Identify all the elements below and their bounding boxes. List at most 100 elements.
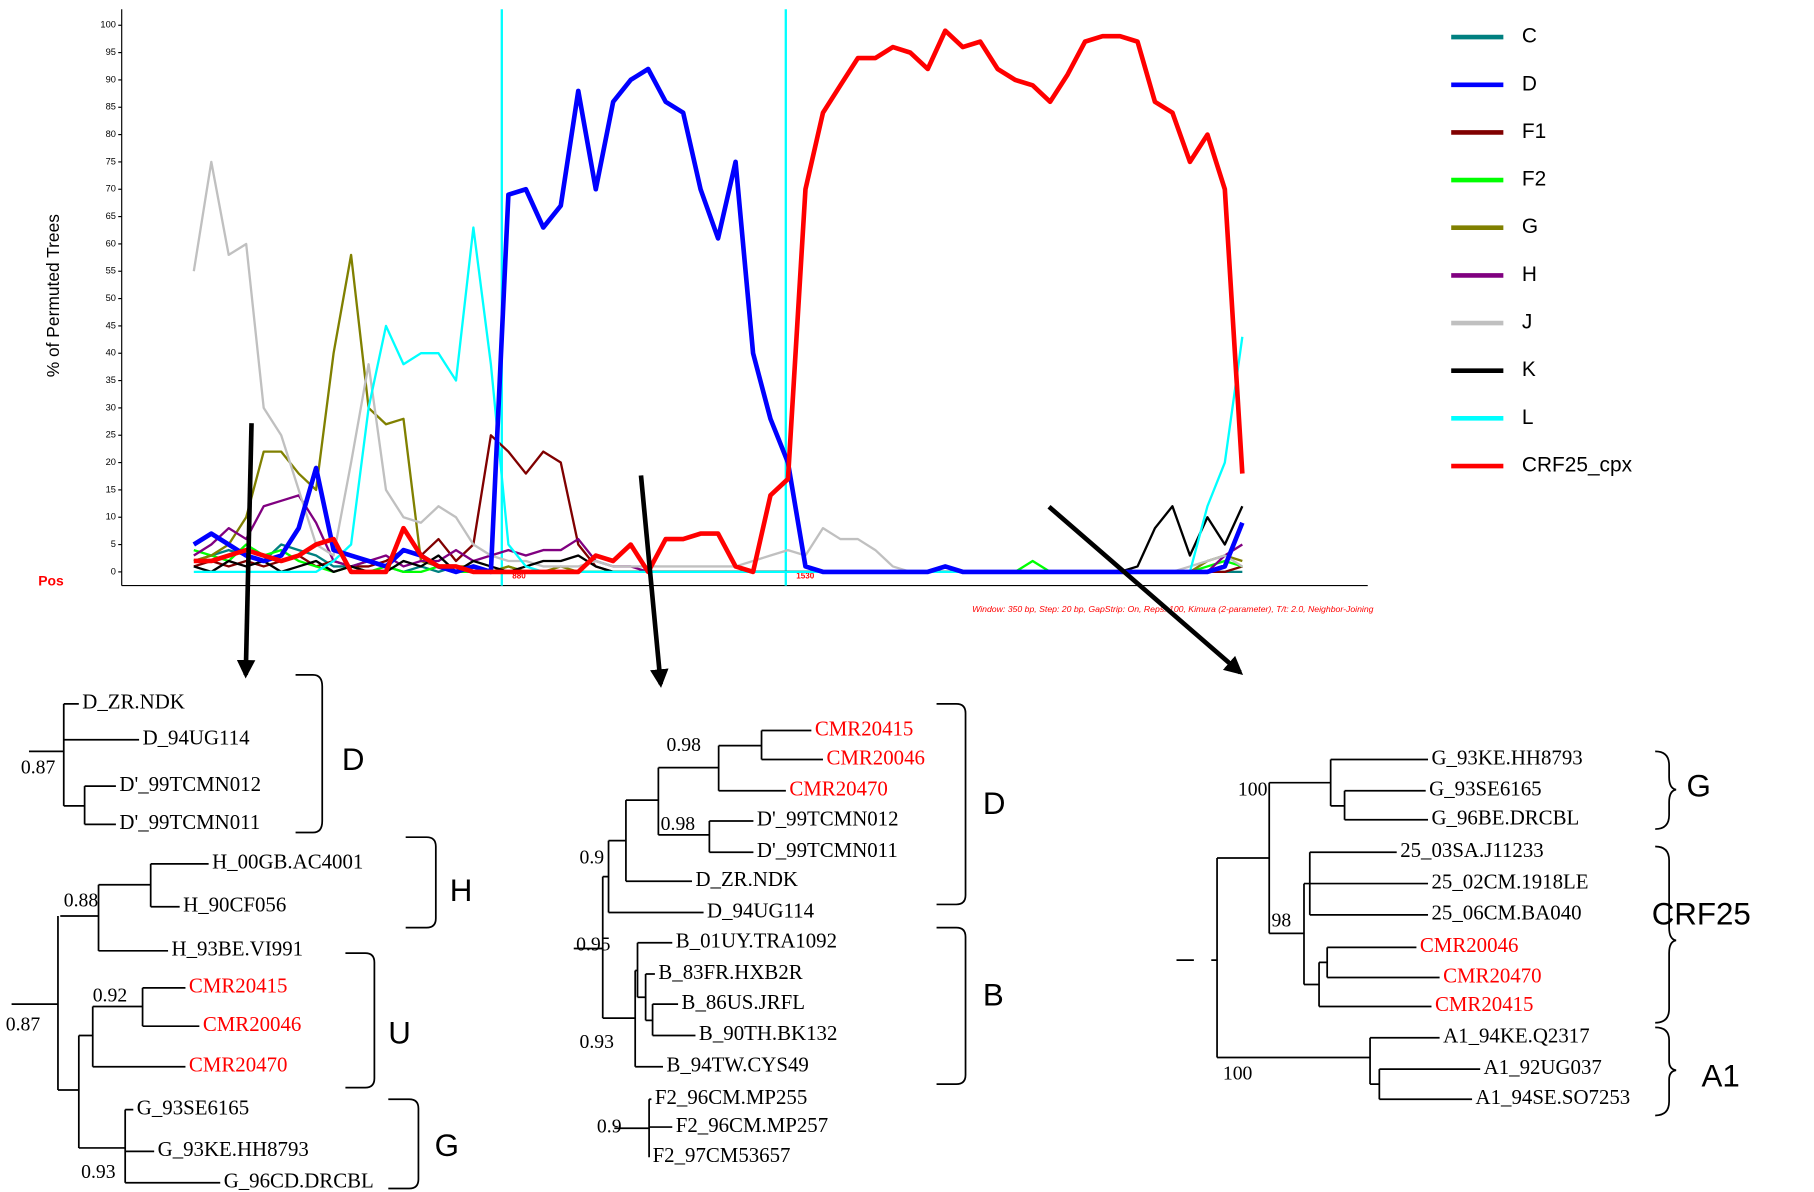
leaf-label: CMR20470 bbox=[189, 1053, 288, 1077]
tree-branches bbox=[1176, 758, 1481, 1101]
y-tick-label: 5 bbox=[111, 539, 116, 549]
clade-bracket bbox=[936, 702, 967, 906]
leaf-label: CMR20046 bbox=[203, 1012, 302, 1036]
y-tick-label: 15 bbox=[106, 484, 116, 494]
leaf-label: D'_99TCMN011 bbox=[119, 810, 260, 834]
leaf-label: D_94UG114 bbox=[707, 898, 815, 922]
y-tick-label: 40 bbox=[106, 348, 116, 358]
y-tick-label: 35 bbox=[106, 375, 116, 385]
y-tick-label: 65 bbox=[106, 211, 116, 221]
leaf-label: D_ZR.NDK bbox=[695, 867, 798, 891]
leaf-label: B_90TH.BK132 bbox=[699, 1021, 837, 1045]
y-tick-label: 0 bbox=[111, 566, 116, 576]
y-tick-label: 70 bbox=[106, 184, 116, 194]
arrow bbox=[638, 475, 669, 688]
arrow bbox=[1047, 504, 1244, 675]
leaf-label: D'_99TCMN012 bbox=[119, 772, 261, 796]
clade-bracket bbox=[1655, 1026, 1677, 1117]
tree: CMR20415 CMR20046 CMR20470 D'_99TCMN012 D'_9… bbox=[573, 702, 1006, 1167]
support-value: 0.98 bbox=[661, 813, 696, 835]
clade-bracket bbox=[1655, 750, 1677, 830]
series-line bbox=[193, 434, 1243, 574]
leaf-label: A1_94KE.Q2317 bbox=[1443, 1024, 1590, 1048]
y-tick-label: 45 bbox=[106, 320, 116, 330]
leaf-label: G_93SE6165 bbox=[137, 1095, 249, 1119]
legend-label: F1 bbox=[1522, 120, 1546, 143]
series-line bbox=[192, 66, 1245, 575]
legend-label: J bbox=[1522, 311, 1532, 334]
y-tick-label: 30 bbox=[106, 402, 116, 412]
support-value: 0.9 bbox=[580, 847, 605, 869]
arrows bbox=[236, 423, 1244, 688]
leaf-label: D'_99TCMN012 bbox=[757, 807, 899, 831]
support-value: 0.95 bbox=[576, 934, 611, 956]
leaf-label: 25_06CM.BA040 bbox=[1431, 901, 1581, 925]
breakpoint-label: 880 bbox=[512, 571, 526, 580]
bootscan-chart: % of Permuted Trees Pos Window: 350 bp, … bbox=[38, 9, 1633, 614]
leaf-label: H_93BE.VI991 bbox=[172, 937, 304, 961]
clade-bracket bbox=[295, 673, 324, 834]
footnote: Window: 350 bp, Step: 20 bp, GapStrip: O… bbox=[972, 604, 1374, 614]
y-tick-label: 85 bbox=[106, 102, 116, 112]
support-value: 0.88 bbox=[64, 890, 99, 912]
clade-label: H bbox=[450, 873, 473, 908]
leaf-label: G_93SE6165 bbox=[1429, 777, 1541, 801]
y-tick-label: 100 bbox=[100, 20, 115, 30]
clade-label: B bbox=[983, 977, 1004, 1012]
y-tick-label: 60 bbox=[106, 238, 116, 248]
y-tick-label: 95 bbox=[106, 47, 116, 57]
leaf-label: CMR20415 bbox=[815, 716, 914, 740]
x-axis-label: Pos bbox=[38, 573, 64, 589]
leaf-label: B_01UY.TRA1092 bbox=[676, 928, 837, 952]
y-tick-label: 55 bbox=[106, 266, 116, 276]
support-value: 100 bbox=[1223, 1062, 1253, 1084]
clade-label: D bbox=[983, 786, 1006, 821]
leaf-label: CMR20415 bbox=[1435, 992, 1534, 1016]
legend-label: K bbox=[1522, 358, 1536, 381]
breakpoint-label: 1530 bbox=[796, 571, 815, 580]
leaf-label: G_96BE.DRCBL bbox=[1431, 806, 1579, 830]
leaf-label: CMR20470 bbox=[1443, 963, 1542, 987]
clade-bracket bbox=[1655, 845, 1677, 1024]
tree: D_ZR.NDK D_94UG114 D'_99TCMN012 D'_99TCMN01… bbox=[6, 673, 473, 1192]
y-tick-label: 75 bbox=[106, 156, 116, 166]
y-axis-label: % of Permuted Trees bbox=[43, 214, 63, 378]
tree-branches bbox=[11, 702, 221, 1184]
leaf-label: 25_03SA.J11233 bbox=[1400, 838, 1544, 862]
support-value: 0.93 bbox=[580, 1031, 615, 1053]
leaf-label: D_ZR.NDK bbox=[82, 690, 185, 714]
leaf-label: D_94UG114 bbox=[143, 726, 251, 750]
y-tick-label: 20 bbox=[106, 457, 116, 467]
legend-label: H bbox=[1522, 263, 1537, 286]
support-value: 0.87 bbox=[21, 756, 56, 778]
support-value: 98 bbox=[1272, 909, 1292, 931]
clade-label: A1 bbox=[1702, 1059, 1740, 1094]
series-line bbox=[193, 253, 1243, 574]
arrow bbox=[236, 423, 256, 679]
leaf-label: D'_99TCMN011 bbox=[757, 838, 898, 862]
series-line bbox=[193, 226, 1244, 574]
clade-bracket bbox=[405, 836, 437, 929]
leaf-label: H_00GB.AC4001 bbox=[212, 850, 363, 874]
leaf-label: A1_94SE.SO7253 bbox=[1476, 1085, 1631, 1109]
support-value: 0.9 bbox=[597, 1116, 622, 1138]
legend-label: CRF25_cpx bbox=[1522, 454, 1633, 477]
leaf-label: B_83FR.HXB2R bbox=[658, 960, 802, 984]
clade-label: D bbox=[342, 742, 365, 777]
tree: G_93KE.HH8793 G_93SE6165 G_96BE.DRCBL 25_03… bbox=[1176, 745, 1751, 1117]
clade-bracket bbox=[345, 952, 376, 1089]
clade-label: G bbox=[435, 1128, 459, 1163]
leaf-label: B_94TW.CYS49 bbox=[666, 1053, 808, 1077]
support-value: 0.87 bbox=[6, 1014, 41, 1036]
leaf-label: F2_96CM.MP255 bbox=[655, 1085, 807, 1109]
leaf-label: G_96CD.DRCBL bbox=[224, 1169, 374, 1192]
support-value: 0.92 bbox=[93, 985, 127, 1007]
y-tick-label: 80 bbox=[106, 129, 116, 139]
clade-label: U bbox=[388, 1016, 411, 1051]
series-line bbox=[192, 160, 1243, 574]
y-tick-label: 10 bbox=[106, 512, 116, 522]
leaf-label: CMR20046 bbox=[1420, 933, 1519, 957]
leaf-label: A1_92UG037 bbox=[1484, 1055, 1602, 1079]
clade-label: G bbox=[1686, 769, 1710, 804]
